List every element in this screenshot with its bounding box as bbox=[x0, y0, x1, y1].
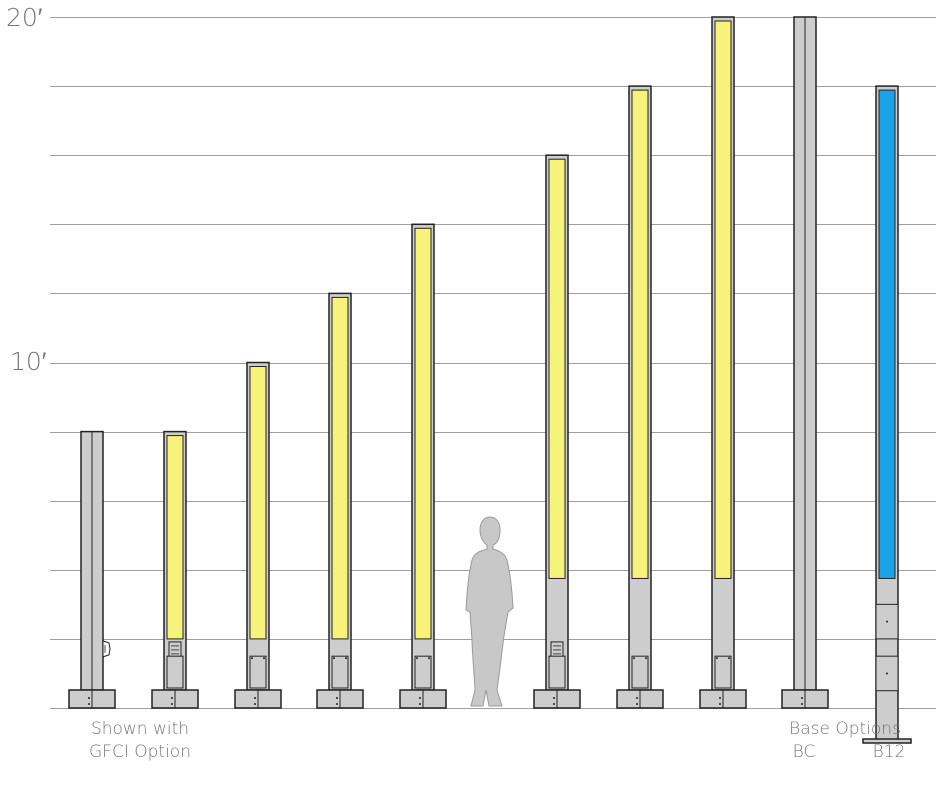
base-bolt bbox=[553, 697, 555, 699]
access-panel bbox=[548, 655, 566, 689]
access-panel bbox=[414, 655, 432, 689]
gfci-outlet-icon bbox=[102, 640, 111, 658]
gfci-caption: Shown with GFCI Option bbox=[50, 718, 230, 764]
panel-screw bbox=[886, 672, 888, 675]
base-bolt bbox=[719, 703, 721, 705]
base-bolt bbox=[171, 703, 173, 705]
lens-panel bbox=[166, 435, 184, 640]
panel-screw bbox=[886, 620, 888, 623]
lens-panel bbox=[714, 20, 732, 579]
access-panel bbox=[631, 655, 649, 689]
pole-10ft bbox=[234, 361, 282, 709]
panel-screw bbox=[251, 657, 253, 660]
pole-18ft bbox=[616, 85, 664, 709]
base-bolt bbox=[88, 697, 90, 699]
poles bbox=[68, 16, 912, 744]
base-bolt bbox=[801, 697, 803, 699]
pole-16ft bbox=[533, 154, 581, 709]
pole-14ft bbox=[399, 223, 447, 709]
pole-20ft bbox=[699, 16, 747, 709]
gfci-caption-line1: Shown with bbox=[90, 719, 190, 739]
lens-panel bbox=[414, 227, 432, 640]
base-bolt bbox=[419, 703, 421, 705]
base-options-caption: Base Options bbox=[789, 719, 901, 739]
base-bolt bbox=[636, 703, 638, 705]
panel-screw bbox=[345, 657, 347, 660]
base-bolt bbox=[719, 697, 721, 699]
access-panel bbox=[331, 655, 349, 689]
pole-base-bc bbox=[781, 16, 829, 709]
base-bolt bbox=[88, 703, 90, 705]
panel-screw bbox=[645, 657, 647, 660]
lens-panel bbox=[331, 296, 349, 640]
lens-panel bbox=[631, 89, 649, 579]
pole-base-b12 bbox=[862, 85, 912, 744]
panel-screw bbox=[333, 657, 335, 660]
panel-screw bbox=[416, 657, 418, 660]
base-bolt bbox=[171, 697, 173, 699]
access-panel bbox=[166, 655, 184, 689]
lens-panel bbox=[878, 89, 896, 579]
base-bolt bbox=[553, 703, 555, 705]
panel-screw bbox=[633, 657, 635, 660]
panel-screw bbox=[728, 657, 730, 660]
base-bolt bbox=[336, 703, 338, 705]
access-panel bbox=[249, 655, 267, 689]
base-bolt bbox=[254, 697, 256, 699]
base-bc-caption: BC bbox=[792, 742, 816, 762]
gridlines bbox=[50, 17, 936, 709]
tick-label-20ft: 20′ bbox=[6, 3, 43, 32]
lens-panel bbox=[548, 158, 566, 579]
lens-panel bbox=[249, 366, 267, 640]
base-bolt bbox=[336, 697, 338, 699]
pole-8ft bbox=[151, 430, 199, 709]
pole-gfci-option bbox=[68, 430, 116, 709]
panel-screw bbox=[428, 657, 430, 660]
base-bolt bbox=[254, 703, 256, 705]
pole-12ft bbox=[316, 292, 364, 709]
panel-screw bbox=[263, 657, 265, 660]
panel-screw bbox=[716, 657, 718, 660]
person-silhouette-icon bbox=[465, 516, 514, 707]
base-plate bbox=[862, 738, 912, 744]
base-bolt bbox=[801, 703, 803, 705]
access-panel bbox=[714, 655, 732, 689]
base-bolt bbox=[636, 697, 638, 699]
gfci-caption-line2: GFCI Option bbox=[89, 742, 191, 762]
base-bolt bbox=[419, 697, 421, 699]
tick-label-10ft: 10′ bbox=[10, 347, 47, 376]
base-b12-caption: B12 bbox=[872, 742, 906, 762]
